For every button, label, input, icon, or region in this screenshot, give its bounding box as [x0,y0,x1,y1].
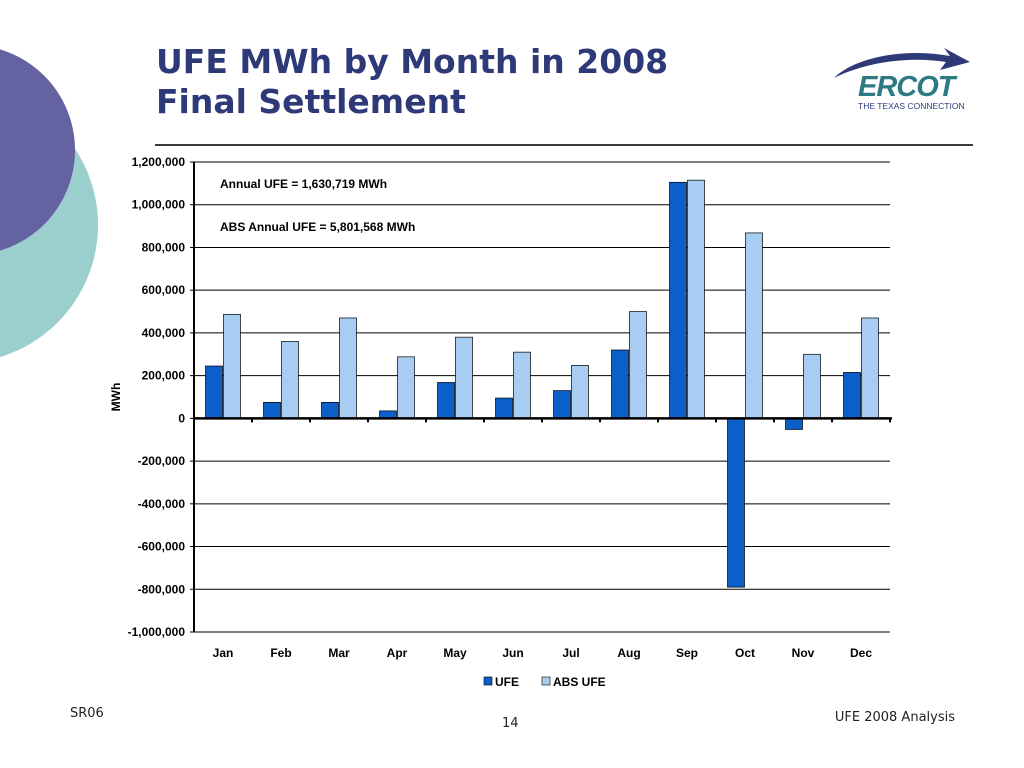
footer-code: SR06 [70,706,104,721]
ufe-bar-chart: 1,200,000 1,000,000 800,000 600,000 400,000 2… [109,155,892,689]
bar-abs-ufe-jul [571,365,589,419]
title-divider [155,144,973,146]
annotation-annual-ufe: Annual UFE = 1,630,719 MWh [220,177,387,191]
legend-label-abs-ufe: ABS UFE [553,675,606,689]
bar-ufe-feb [263,401,281,419]
bar-abs-ufe-feb [281,341,299,419]
y-tick-label: 800,000 [142,240,186,254]
x-tick-label: Aug [617,646,640,660]
y-tick-label: 1,000,000 [132,198,186,212]
x-tick-label: Jul [562,646,579,660]
y-tick-label: -800,000 [138,582,186,596]
y-tick-labels: 1,200,000 1,000,000 800,000 600,000 400,000 2… [128,155,186,639]
logo-swoosh-icon [834,48,970,78]
footer-title: UFE 2008 Analysis [834,710,955,725]
bar-abs-ufe-jan [223,313,241,419]
x-tick-label: May [443,646,467,660]
x-tick-label: Sep [676,646,698,660]
logo-tagline: THE TEXAS CONNECTION [858,101,965,111]
y-tick-label: 400,000 [142,326,186,340]
x-tick-label: Oct [735,646,755,660]
bar-ufe-dec [843,372,861,419]
decor-circle-dark [0,49,75,251]
x-tick-label: Jun [502,646,523,660]
page-number: 14 [502,716,519,731]
chart-axes [190,161,892,633]
bar-abs-ufe-mar [339,317,357,419]
bar-abs-ufe-dec [861,317,879,419]
bar-abs-ufe-apr [397,356,415,419]
bar-ufe-mar [321,401,339,419]
legend-label-ufe: UFE [495,675,519,689]
bar-abs-ufe-jun [513,351,531,419]
chart-legend: UFE ABS UFE [483,675,606,689]
y-tick-label: 0 [178,411,185,425]
chart-bars [205,179,879,588]
x-tick-label: Jan [213,646,234,660]
y-tick-label: 1,200,000 [132,155,186,169]
legend-swatch-abs-ufe [541,676,551,686]
bar-abs-ufe-sep [687,179,705,419]
x-tick-label: Mar [328,646,350,660]
x-tick-label: Feb [270,646,291,660]
x-tick-label: Nov [792,646,815,660]
bar-abs-ufe-nov [803,353,821,419]
chart-gridlines [194,161,890,633]
x-tick-label: Dec [850,646,872,660]
y-tick-label: -400,000 [138,497,186,511]
title-line-2: Final Settlement [156,82,466,121]
y-tick-label: -600,000 [138,540,186,554]
bar-ufe-nov [785,418,803,430]
bar-abs-ufe-may [455,336,473,419]
logo-wordmark: ERCOT [858,71,958,103]
bar-abs-ufe-aug [629,311,647,419]
x-tick-labels: Jan Feb Mar Apr May Jun Jul Aug Sep Oct Nov Dec [213,646,873,660]
y-tick-label: 600,000 [142,283,186,297]
legend-swatch-ufe [483,676,493,686]
bar-ufe-may [437,382,455,419]
bar-ufe-oct [727,418,745,588]
bar-ufe-aug [611,349,629,419]
bar-ufe-sep [669,181,687,419]
ercot-logo: ERCOT THE TEXAS CONNECTION [834,48,970,111]
bar-ufe-jun [495,397,513,419]
bar-abs-ufe-oct [745,232,763,419]
y-tick-label: -200,000 [138,454,186,468]
y-axis-label: MWh [109,383,123,412]
bar-ufe-jan [205,365,223,419]
decorative-circles [0,49,98,358]
y-tick-label: -1,000,000 [128,625,186,639]
slide-title: UFE MWh by Month in 2008 Final Settlemen… [156,42,668,122]
title-line-1: UFE MWh by Month in 2008 [156,42,669,81]
x-tick-label: Apr [387,646,408,660]
y-tick-label: 200,000 [142,369,186,383]
bar-ufe-jul [553,390,571,419]
annotation-abs-annual-ufe: ABS Annual UFE = 5,801,568 MWh [220,220,415,234]
